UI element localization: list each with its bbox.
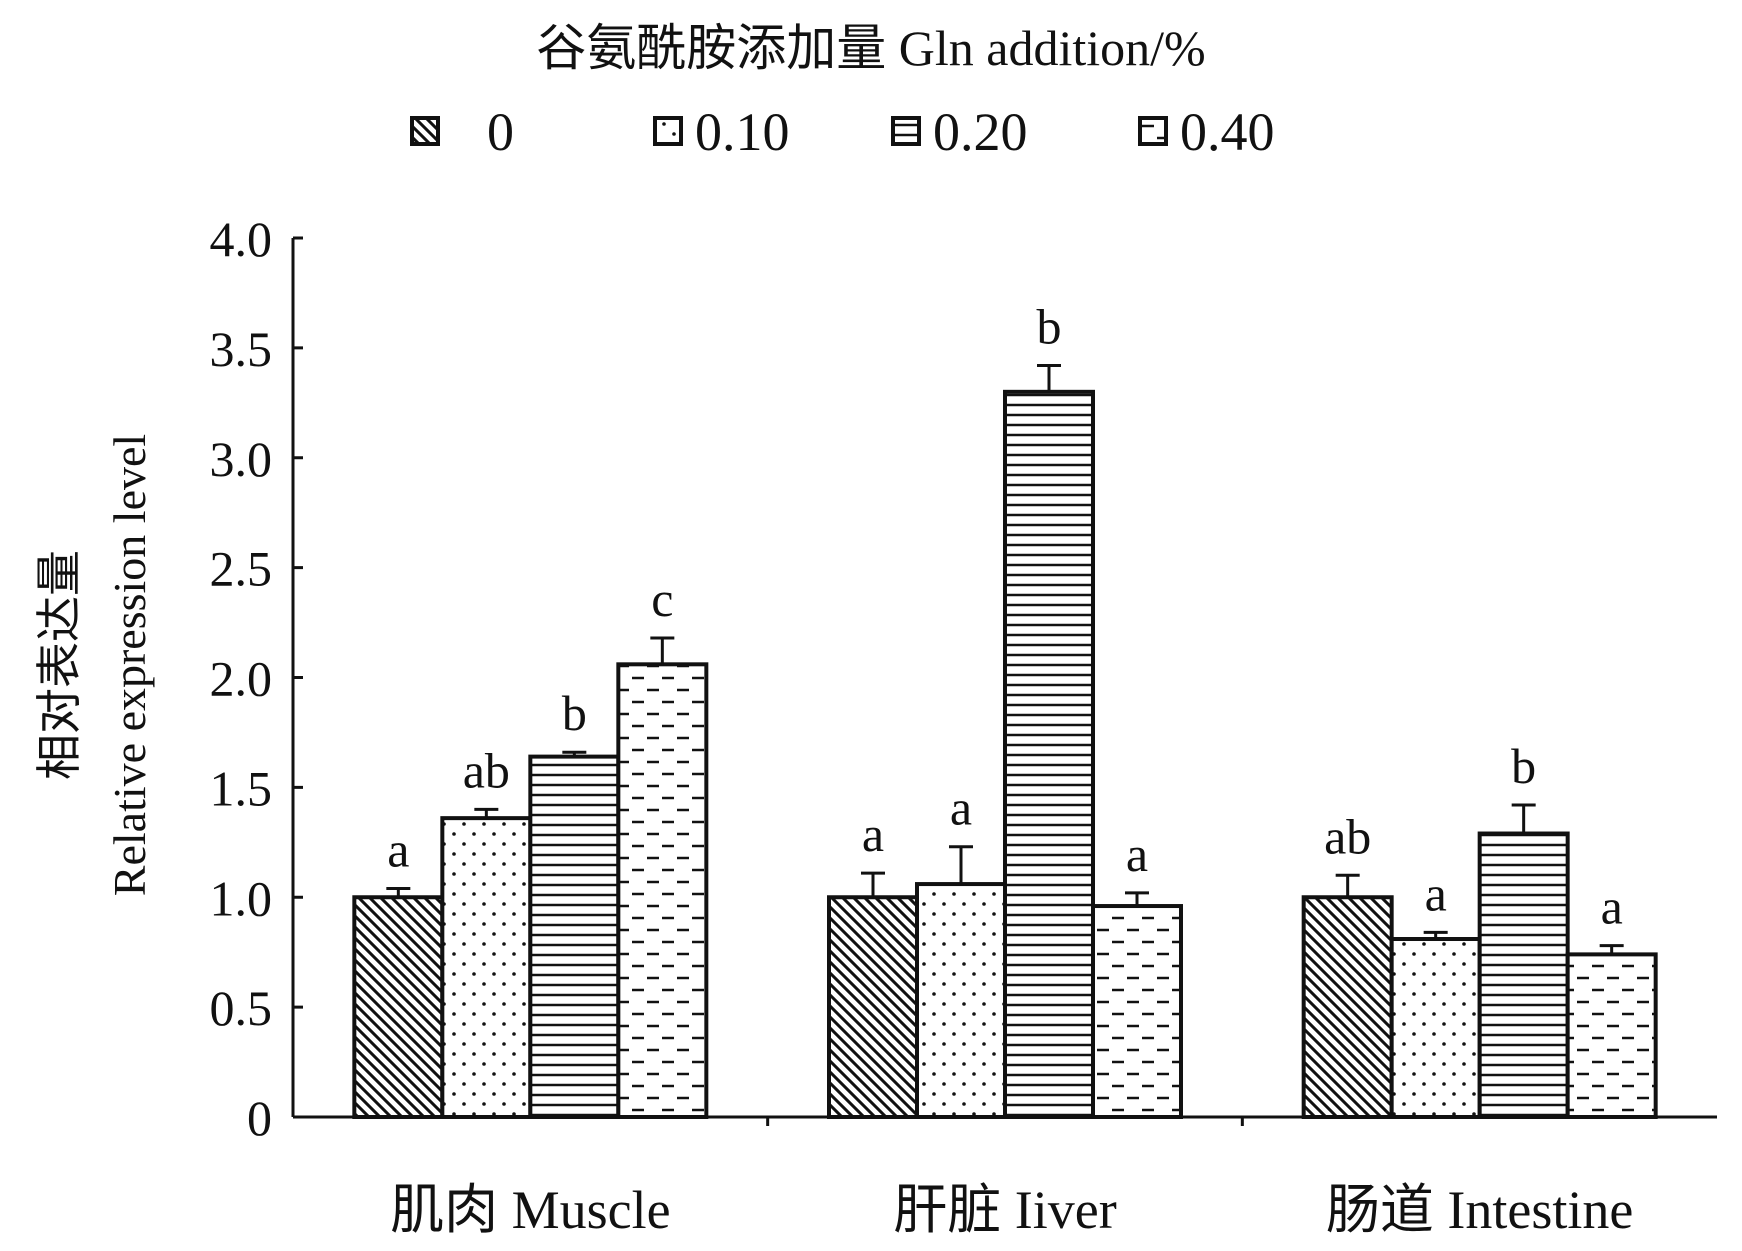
significance-label: ab [463, 742, 510, 798]
x-category-label: 肠道 Intestine [1326, 1180, 1633, 1240]
bar [1301, 895, 1394, 1119]
legend-swatch [891, 116, 921, 146]
significance-label: a [862, 806, 884, 862]
legend-label: 0.20 [933, 102, 1028, 162]
y-tick-label: 4.0 [210, 211, 273, 267]
bar [1477, 831, 1570, 1120]
significance-label: ab [1324, 808, 1371, 864]
bar [528, 754, 621, 1119]
significance-label: a [1126, 826, 1148, 882]
y-tick-label: 0 [247, 1090, 272, 1146]
bar [1003, 389, 1095, 1119]
y-tick-label: 0.5 [210, 980, 273, 1036]
y-axis-label: 相对表达量 Relative expression level [34, 434, 155, 896]
legend-swatch [410, 116, 440, 146]
significance-label: c [651, 571, 673, 627]
y-tick-label: 3.5 [210, 321, 273, 377]
bar [352, 895, 445, 1119]
bar [1389, 937, 1482, 1119]
bar [616, 662, 709, 1119]
significance-label: b [1037, 298, 1062, 354]
y-tick-label: 2.0 [210, 651, 273, 707]
significance-label: a [1601, 879, 1623, 935]
significance-label: a [387, 821, 409, 877]
legend-item: 0.20 [891, 102, 1028, 162]
legend-label: 0.10 [695, 102, 790, 162]
legend-item: 0 [410, 102, 514, 162]
x-axis-labels: 肌肉 Muscle 肝脏 Iiver 肠道 Intestine [390, 1180, 1633, 1240]
bar [915, 882, 1007, 1119]
significance-label: b [562, 685, 587, 741]
x-category-label: 肝脏 Iiver [893, 1180, 1116, 1240]
bar [1565, 952, 1658, 1120]
x-axis-ticks [766, 1117, 1244, 1126]
significance-label: b [1511, 738, 1536, 794]
bar [827, 895, 919, 1119]
legend-item: 0.40 [1138, 102, 1275, 162]
bar [440, 816, 533, 1119]
y-axis-label-cn: 相对表达量 [34, 550, 85, 780]
legend-item: 0.10 [653, 102, 790, 162]
y-axis-ticks: 0 0.5 1.0 1.5 2.0 2.5 3.0 3.5 4.0 [210, 211, 303, 1146]
significance-label: a [1425, 865, 1447, 921]
legend-label: 0 [487, 102, 514, 162]
legend-title: 谷氨酰胺添加量 Gln addition/% [536, 20, 1205, 76]
y-tick-label: 3.0 [210, 431, 273, 487]
legend-swatch [1138, 116, 1168, 146]
y-tick-label: 1.0 [210, 870, 273, 926]
legend-label: 0.40 [1180, 102, 1275, 162]
legend-swatch [653, 116, 683, 146]
y-tick-label: 1.5 [210, 760, 273, 816]
x-category-label: 肌肉 Muscle [390, 1180, 670, 1240]
y-tick-label: 2.5 [210, 541, 273, 597]
legend: 0 0.10 0.20 0.40 [410, 102, 1275, 162]
bar [1091, 904, 1183, 1119]
y-axis-label-en: Relative expression level [104, 434, 155, 896]
significance-label: a [950, 780, 972, 836]
